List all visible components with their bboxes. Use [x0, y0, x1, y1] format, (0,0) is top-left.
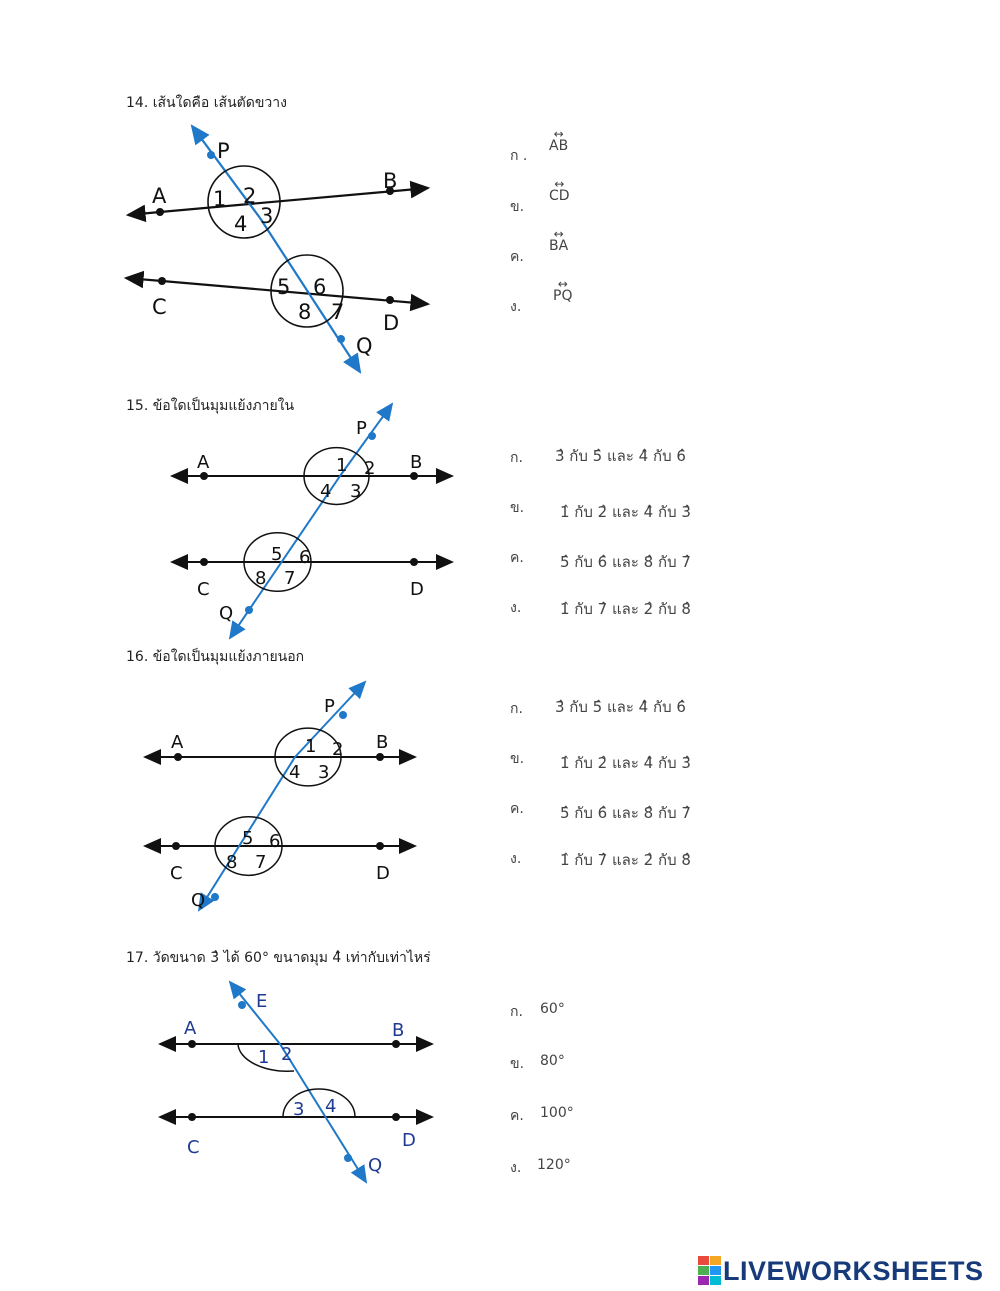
angle-3-label: 3: [260, 204, 273, 228]
q17-diagram: E A B C D Q 1 2 3 4: [158, 980, 434, 1184]
q16-diagram: P A B C D Q 1 2 3 4 5 6 7 8: [143, 680, 417, 912]
double-arrow-icon: ↔: [553, 227, 564, 241]
angle-2-label: 2: [332, 739, 343, 760]
point-D-label: D: [410, 579, 424, 600]
q15-option-d-prefix: ง.: [510, 600, 522, 616]
q16-option-c-prefix: ค.: [510, 801, 524, 817]
q16-option-d[interactable]: 1̂ กับ 7̂ และ 2̂ กับ 8̂: [560, 851, 691, 869]
angle-6-label: 6: [269, 831, 280, 852]
q14-option-d[interactable]: ↔ PQ: [553, 277, 573, 304]
angle-7-label: 7: [331, 300, 344, 324]
point-Q-label: Q: [219, 603, 233, 624]
point-Q-label: Q: [356, 334, 373, 358]
liveworksheets-logo: LIVEWORKSHEETS: [697, 1254, 984, 1288]
q17-option-a-prefix: ก.: [510, 1004, 523, 1020]
angle-5-label: 5: [277, 275, 290, 299]
q15-option-b[interactable]: 1̂ กับ 2̂ และ 4̂ กับ 3̂: [560, 503, 691, 521]
point-D-label: D: [376, 863, 390, 884]
question-16-text: 16. ข้อใดเป็นมุมแย้งภายนอก: [126, 649, 305, 665]
q14-option-a-prefix: ก .: [510, 148, 528, 164]
point-Q-label: Q: [191, 890, 205, 911]
point-B-label: B: [376, 732, 388, 753]
q14-option-c[interactable]: ↔ BA: [549, 227, 569, 254]
q16-option-a[interactable]: 3̂ กับ 5̂ และ 4̂ กับ 6̂: [555, 698, 686, 716]
point-B-label: B: [392, 1020, 404, 1041]
angle-8-label: 8: [255, 568, 266, 589]
angle-3-label: 3: [293, 1099, 304, 1120]
q16-option-d-prefix: ง.: [510, 851, 522, 867]
q14-option-b[interactable]: ↔ CD: [549, 177, 570, 204]
q17-option-b[interactable]: 80°: [540, 1053, 565, 1069]
point-Q-label: Q: [368, 1155, 382, 1176]
q15-option-c-prefix: ค.: [510, 550, 524, 566]
angle-4-label: 4: [320, 481, 331, 502]
q15-option-b-prefix: ข.: [510, 500, 525, 516]
q14-option-b-prefix: ข.: [510, 199, 525, 215]
point-C-label: C: [197, 579, 210, 600]
q15-option-c[interactable]: 5̂ กับ 6̂ และ 8̂ กับ 7̂: [560, 553, 691, 571]
point-C-label: C: [170, 863, 183, 884]
question-15-text: 15. ข้อใดเป็นมุมแย้งภายใน: [126, 398, 295, 414]
angle-1-label: 1: [336, 455, 347, 476]
point-D-label: D: [402, 1130, 416, 1151]
point-C-label: C: [187, 1137, 200, 1158]
double-arrow-icon: ↔: [553, 127, 564, 141]
q17-option-d-prefix: ง.: [510, 1160, 522, 1176]
point-B-label: B: [383, 169, 397, 193]
liveworksheets-logo-text: LIVEWORKSHEETS: [723, 1255, 984, 1286]
angle-6-label: 6: [299, 547, 310, 568]
question-17-text: 17. วัดขนาด 3̂ ได้ 60° ขนาดมุม 4̂ เท่ากั…: [126, 950, 431, 966]
angle-3-label: 3: [318, 762, 329, 783]
angle-1-label: 1: [305, 736, 316, 757]
q15-option-a[interactable]: 3̂ กับ 5̂ และ 4̂ กับ 6̂: [555, 447, 686, 465]
double-arrow-icon: ↔: [557, 277, 568, 291]
angle-6-label: 6: [313, 275, 326, 299]
angle-7-label: 7: [284, 568, 295, 589]
angle-7-label: 7: [255, 852, 266, 873]
angle-8-label: 8: [298, 300, 311, 324]
angle-1-label: 1: [213, 187, 226, 211]
point-A-label: A: [171, 732, 184, 753]
q16-option-c[interactable]: 5̂ กับ 6̂ และ 8̂ กับ 7̂: [560, 804, 691, 822]
angle-3-label: 3: [350, 481, 361, 502]
point-P-label: P: [356, 418, 367, 439]
point-A-label: A: [184, 1018, 197, 1039]
q14-diagram: P A B C D Q 1 2 3 4 5 6 7 8: [123, 124, 431, 374]
point-A-label: A: [152, 184, 167, 208]
point-P-label: P: [217, 139, 230, 163]
double-arrow-icon: ↔: [554, 177, 565, 191]
liveworksheets-logo-icon: [698, 1256, 721, 1285]
angle-2-label: 2: [281, 1044, 292, 1065]
q16-option-b[interactable]: 1̂ กับ 2̂ และ 4̂ กับ 3̂: [560, 754, 691, 772]
point-E-label: E: [256, 991, 267, 1012]
point-A-label: A: [197, 452, 210, 473]
q15-diagram: P A B C D Q 1 2 3 4 5 6 7 8: [170, 402, 454, 640]
q14-option-a[interactable]: ↔ AB: [549, 127, 569, 154]
q15-option-d[interactable]: 1̂ กับ 7̂ และ 2̂ กับ 8̂: [560, 600, 691, 618]
angle-2-label: 2: [364, 458, 375, 479]
q17-option-a[interactable]: 60°: [540, 1001, 565, 1017]
angle-4-label: 4: [325, 1096, 336, 1117]
angle-4-label: 4: [289, 762, 300, 783]
angle-1-label: 1: [258, 1047, 269, 1068]
angle-8-label: 8: [226, 852, 237, 873]
q16-option-b-prefix: ข.: [510, 751, 525, 767]
q16-option-a-prefix: ก.: [510, 701, 523, 717]
point-P-label: P: [324, 696, 335, 717]
q17-option-b-prefix: ข.: [510, 1056, 525, 1072]
angle-4-label: 4: [234, 212, 247, 236]
question-14-text: 14. เส้นใดคือ เส้นตัดขวาง: [126, 95, 287, 111]
q17-option-c-prefix: ค.: [510, 1108, 524, 1124]
q14-option-c-prefix: ค.: [510, 249, 524, 265]
angle-5-label: 5: [271, 544, 282, 565]
q17-option-c[interactable]: 100°: [540, 1105, 574, 1121]
q14-option-d-prefix: ง.: [510, 299, 522, 315]
point-D-label: D: [383, 311, 399, 335]
point-B-label: B: [410, 452, 422, 473]
q17-option-d[interactable]: 120°: [537, 1157, 571, 1173]
angle-2-label: 2: [243, 184, 256, 208]
q15-option-a-prefix: ก.: [510, 450, 523, 466]
angle-5-label: 5: [242, 828, 253, 849]
point-C-label: C: [152, 295, 167, 319]
